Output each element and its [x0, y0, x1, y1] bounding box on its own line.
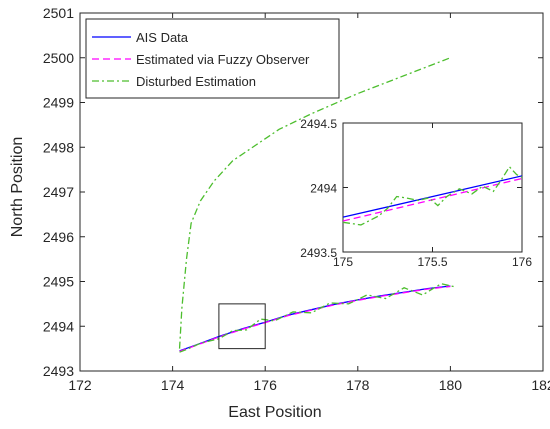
inset-series-line-1 [343, 177, 522, 222]
inset-x-tick-label: 175 [333, 255, 353, 269]
main-x-tick-label: 180 [439, 377, 463, 393]
inset-y-tick-label: 2493.5 [300, 246, 337, 260]
main-y-tick-label: 2499 [43, 95, 74, 111]
inset-axes-frame [342, 122, 523, 253]
inset-x-tick-label: 176 [512, 255, 532, 269]
inset-series-line-2 [343, 165, 522, 226]
main-y-tick-label: 2495 [43, 274, 74, 290]
legend-label-2: Disturbed Estimation [136, 74, 256, 89]
main-y-tick-label: 2497 [43, 184, 74, 200]
inset-y-tick-label: 2494 [310, 182, 337, 196]
y-axis-label: North Position [9, 137, 26, 238]
legend: AIS Data Estimated via Fuzzy Observer Dist… [85, 18, 340, 99]
zoom-region-box [218, 303, 266, 350]
x-axis-label: East Position [228, 404, 321, 421]
inset-y-tick-label: 2494.5 [300, 117, 337, 131]
main-series-line-3 [178, 57, 451, 349]
main-series-line-1 [179, 285, 451, 352]
main-y-tick-label: 2496 [43, 229, 74, 245]
inset-plot: 175 175.5 176 2493.5 2494 2494.5 [300, 117, 532, 269]
main-x-tick-label: 178 [346, 377, 370, 393]
main-y-tick-label: 2498 [43, 139, 74, 155]
legend-label-0: AIS Data [136, 30, 189, 45]
main-y-tick-label: 2501 [43, 5, 74, 21]
legend-label-1: Estimated via Fuzzy Observer [136, 52, 310, 67]
main-x-tick-label: 182 [531, 377, 550, 393]
main-y-tick-label: 2500 [43, 50, 74, 66]
main-x-tick-label: 174 [161, 377, 185, 393]
main-y-tick-label: 2494 [43, 318, 74, 334]
main-y-tick-label: 2493 [43, 363, 74, 379]
main-x-tick-label: 176 [254, 377, 278, 393]
inset-x-tick-label: 175.5 [417, 255, 447, 269]
main-series-line-2 [179, 283, 456, 353]
main-x-tick-label: 172 [68, 377, 92, 393]
inset-series-line-0 [343, 175, 522, 218]
